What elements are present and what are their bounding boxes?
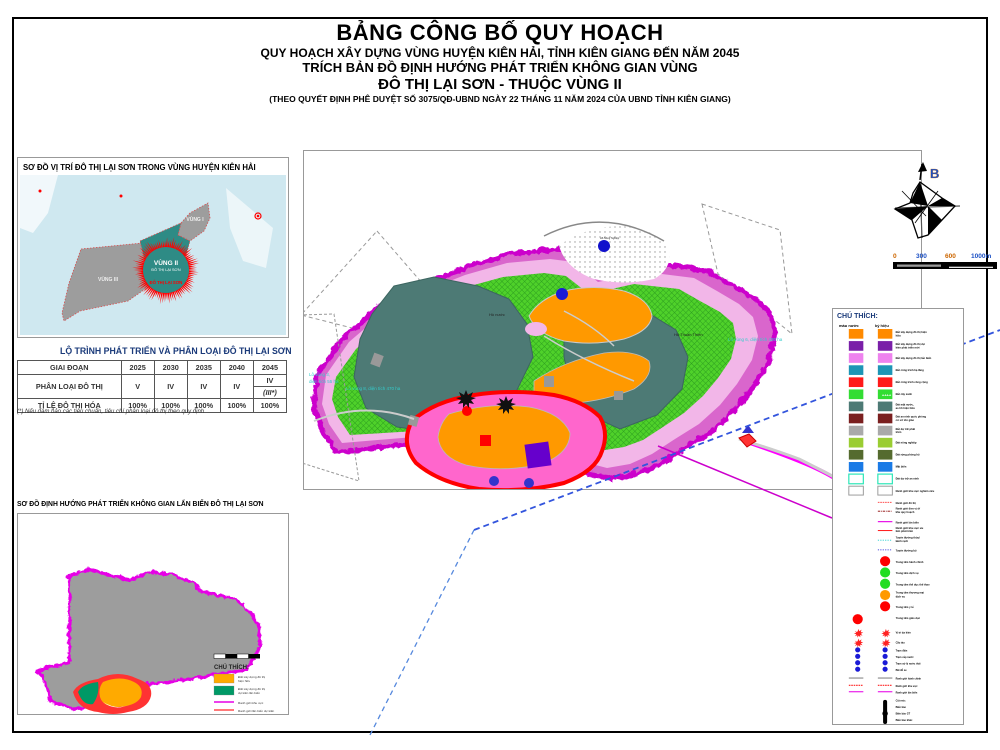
svg-text:cơ sở tôn giáo: cơ sở tôn giáo (896, 418, 915, 422)
svg-text:Mặt biển: Mặt biển (896, 465, 907, 469)
svg-text:Trung tâm thương mại: Trung tâm thương mại (896, 590, 925, 594)
svg-text:Trạm điện: Trạm điện (896, 649, 908, 652)
svg-text:khu quy hoạch: khu quy hoạch (896, 510, 915, 514)
svg-text:Trạm xử lý nước thải: Trạm xử lý nước thải (896, 662, 921, 665)
svg-text:Ranh giới khu vực ưu: Ranh giới khu vực ưu (896, 526, 924, 530)
svg-text:Trung tâm y tế: Trung tâm y tế (896, 605, 915, 609)
svg-text:Ranh giới lấn biển: Ranh giới lấn biển (896, 520, 920, 524)
svg-text:Trung tâm hành chính: Trung tâm hành chính (896, 560, 924, 564)
svg-text:kênh rạch: kênh rạch (896, 539, 909, 543)
svg-text:Đất dự trữ an ninh: Đất dự trữ an ninh (896, 477, 920, 481)
svg-text:hiện hữu: hiện hữu (238, 679, 251, 683)
svg-text:Cầu tàu: Cầu tàu (896, 641, 906, 644)
svg-text:Ranh giới khu vực: Ranh giới khu vực (896, 685, 919, 688)
svg-text:tiên phát triển: tiên phát triển (896, 529, 914, 533)
svg-text:Tuyến đường thủy/: Tuyến đường thủy/ (896, 536, 920, 540)
svg-text:Ranh giới lấn biển: Ranh giới lấn biển (896, 691, 918, 694)
svg-text:Cột mốc: Cột mốc (896, 699, 907, 702)
svg-text:300: 300 (916, 253, 927, 260)
svg-text:Đất an ninh quốc phòng: Đất an ninh quốc phòng (896, 415, 927, 419)
svg-text:600: 600 (945, 253, 956, 260)
svg-text:Tuyến đường bộ: Tuyến đường bộ (896, 548, 917, 552)
svg-text:ĐÔ THỊ LẠI SƠN: ĐÔ THỊ LẠI SƠN (150, 280, 183, 285)
svg-text:Đất xây dựng đô thị dự: Đất xây dựng đô thị dự (896, 342, 925, 346)
svg-text:Trung tâm thể dục thể thao: Trung tâm thể dục thể thao (896, 582, 930, 586)
svg-text:CHÚ THÍCH:: CHÚ THÍCH: (214, 663, 249, 671)
svg-text:Đất dự trữ phát: Đất dự trữ phát (896, 427, 916, 431)
svg-text:0: 0 (893, 253, 897, 260)
svg-text:Đất công trình hạ tầng: Đất công trình hạ tầng (896, 368, 925, 372)
svg-text:Lô vùng 3,: Lô vùng 3, (309, 372, 330, 377)
svg-text:VÙNG III: VÙNG III (98, 276, 119, 283)
svg-text:Đất nông nghiệp: Đất nông nghiệp (896, 440, 917, 444)
svg-text:Trạm cấp nước: Trạm cấp nước (896, 656, 915, 659)
svg-text:Ranh giới khu vực nghiên cứu: Ranh giới khu vực nghiên cứu (896, 489, 935, 493)
svg-text:B: B (930, 166, 939, 181)
svg-text:triển: triển (896, 430, 902, 434)
svg-text:Đất xây dựng đô thị hiện: Đất xây dựng đô thị hiện (896, 330, 928, 334)
svg-text:ĐÔ THỊ LẠI SƠN: ĐÔ THỊ LẠI SƠN (151, 267, 180, 272)
svg-text:Ranh giới đô thị: Ranh giới đô thị (896, 501, 917, 505)
svg-text:Trung tâm giáo dục: Trung tâm giáo dục (896, 616, 921, 620)
svg-text:Vị trí dự kiến: Vị trí dự kiến (896, 632, 912, 635)
svg-text:ao hồ hiện hữu: ao hồ hiện hữu (896, 406, 916, 410)
svg-text:diện tích 55 ha: diện tích 55 ha (309, 379, 339, 384)
svg-text:Hồ Nông Nghiệp: Hồ Nông Nghiệp (600, 236, 620, 240)
svg-text:++++: ++++ (882, 393, 892, 398)
svg-text:1000m: 1000m (971, 253, 991, 260)
svg-text:VÙNG II: VÙNG II (154, 258, 178, 267)
svg-text:Đất xây dựng đô thị lấn biển: Đất xây dựng đô thị lấn biển (896, 356, 932, 360)
svg-text:Ranh giới lấn biển dự kiến: Ranh giới lấn biển dự kiến (238, 709, 275, 713)
svg-text:Đất rừng phòng hộ: Đất rừng phòng hộ (896, 453, 920, 457)
svg-text:Ranh giới đơn vị ở/: Ranh giới đơn vị ở/ (896, 507, 921, 511)
svg-text:hữu: hữu (896, 333, 902, 337)
svg-text:Biển báo GT: Biển báo GT (896, 712, 911, 715)
svg-text:Trung tâm dịch vụ: Trung tâm dịch vụ (896, 571, 919, 575)
svg-text:Ranh giới khu vực: Ranh giới khu vực (238, 701, 264, 705)
svg-text:Đất công trình công cộng: Đất công trình công cộng (896, 380, 929, 384)
svg-text:Lô vùng 6, diện tích 430 ha: Lô vùng 6, diện tích 430 ha (728, 337, 783, 342)
svg-text:dự kiến lấn biển: dự kiến lấn biển (238, 691, 260, 695)
svg-text:dịch vụ: dịch vụ (896, 594, 906, 598)
svg-text:VÙNG I: VÙNG I (186, 216, 204, 223)
svg-text:Đất mặt nước,: Đất mặt nước, (896, 403, 914, 407)
svg-text:Biển báo: Biển báo (896, 706, 907, 709)
svg-text:Hồ Thuận Thiên: Hồ Thuận Thiên (674, 332, 703, 337)
svg-text:kiến phát triển mới: kiến phát triển mới (896, 345, 920, 349)
svg-text:Hồ nước: Hồ nước (489, 312, 505, 317)
svg-text:Biển báo khác: Biển báo khác (896, 719, 913, 722)
svg-text:Đất cây xanh: Đất cây xanh (896, 392, 913, 396)
svg-text:Ranh giới hành chính: Ranh giới hành chính (896, 678, 922, 681)
svg-text:Bãi đỗ xe: Bãi đỗ xe (896, 669, 908, 672)
svg-text:Lô vùng 8, diện tích 470 ha: Lô vùng 8, diện tích 470 ha (346, 386, 401, 391)
